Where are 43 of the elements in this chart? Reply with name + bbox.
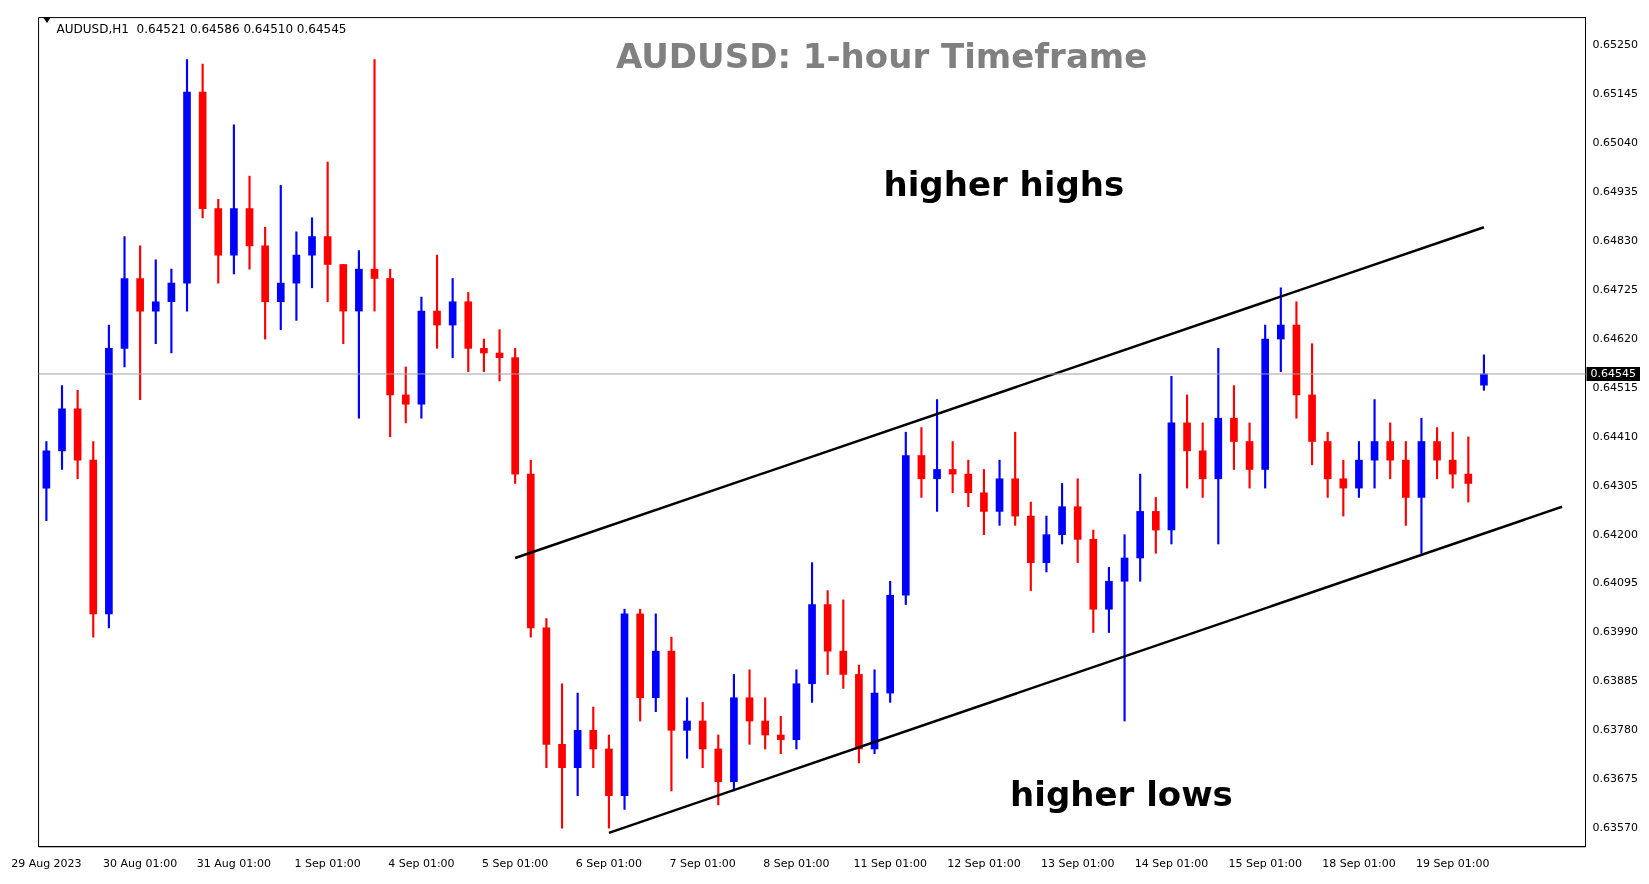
x-tick-label: 14 Sep 01:00	[1134, 857, 1209, 871]
y-tick-label: 0.65145	[1592, 87, 1639, 101]
y-tick-label: 0.63570	[1592, 821, 1639, 835]
annotation: AUDUSD,H1 0.64521 0.64586 0.64510 0.64545	[56, 21, 347, 36]
x-tick-label: 5 Sep 01:00	[481, 857, 549, 871]
y-tick-label: 0.64935	[1592, 185, 1639, 199]
y-tick-label: 0.64410	[1592, 429, 1639, 443]
x-tick-label: 8 Sep 01:00	[763, 857, 830, 871]
y-tick-label: 0.64830	[1592, 234, 1639, 248]
y-tick-label: 0.63885	[1592, 674, 1639, 688]
y-tick-label: 0.65250	[1592, 38, 1639, 52]
annotation: higher lows	[1010, 773, 1233, 814]
y-tick-label: 0.63990	[1592, 625, 1639, 639]
x-tick-label: 30 Aug 01:00	[103, 857, 178, 871]
candlestick	[745, 669, 754, 745]
x-tick-label: 6 Sep 01:00	[575, 857, 643, 871]
candlestick	[1370, 399, 1379, 489]
candlestick	[917, 427, 926, 498]
x-tick-label: 19 Sep 01:00	[1415, 857, 1490, 871]
x-tick-label: 31 Aug 01:00	[196, 857, 271, 871]
y-tick-label: 0.64305	[1592, 478, 1639, 492]
x-tick-label: 4 Sep 01:00	[388, 857, 455, 871]
y-tick-label: 0.64725	[1592, 282, 1639, 296]
x-tick-label: 15 Sep 01:00	[1228, 857, 1302, 871]
y-tick-label: 0.65040	[1592, 136, 1639, 150]
x-tick-label: 29 Aug 2023	[11, 857, 82, 871]
annotation: higher highs	[883, 164, 1125, 205]
candlestick	[370, 59, 379, 312]
x-tick-label: 11 Sep 01:00	[853, 857, 927, 871]
y-tick-label: 0.64200	[1592, 527, 1639, 541]
y-tick-label: 0.64515	[1592, 380, 1639, 394]
y-tick-label: 0.63675	[1592, 772, 1639, 786]
x-tick-label: 12 Sep 01:00	[947, 857, 1021, 871]
y-tick-label: 0.64620	[1592, 331, 1639, 345]
ref-line-label: 0.64545	[1590, 366, 1637, 380]
y-tick-label: 0.64095	[1592, 576, 1639, 590]
x-tick-label: 18 Sep 01:00	[1322, 857, 1396, 871]
y-tick-label: 0.63780	[1592, 723, 1639, 737]
x-tick-label: 13 Sep 01:00	[1040, 857, 1115, 871]
x-tick-label: 7 Sep 01:00	[669, 857, 736, 871]
text: AUDUSD: 1-hour Timeframe	[615, 36, 1148, 77]
x-tick-label: 1 Sep 01:00	[294, 857, 361, 871]
candlestick	[1120, 534, 1129, 722]
